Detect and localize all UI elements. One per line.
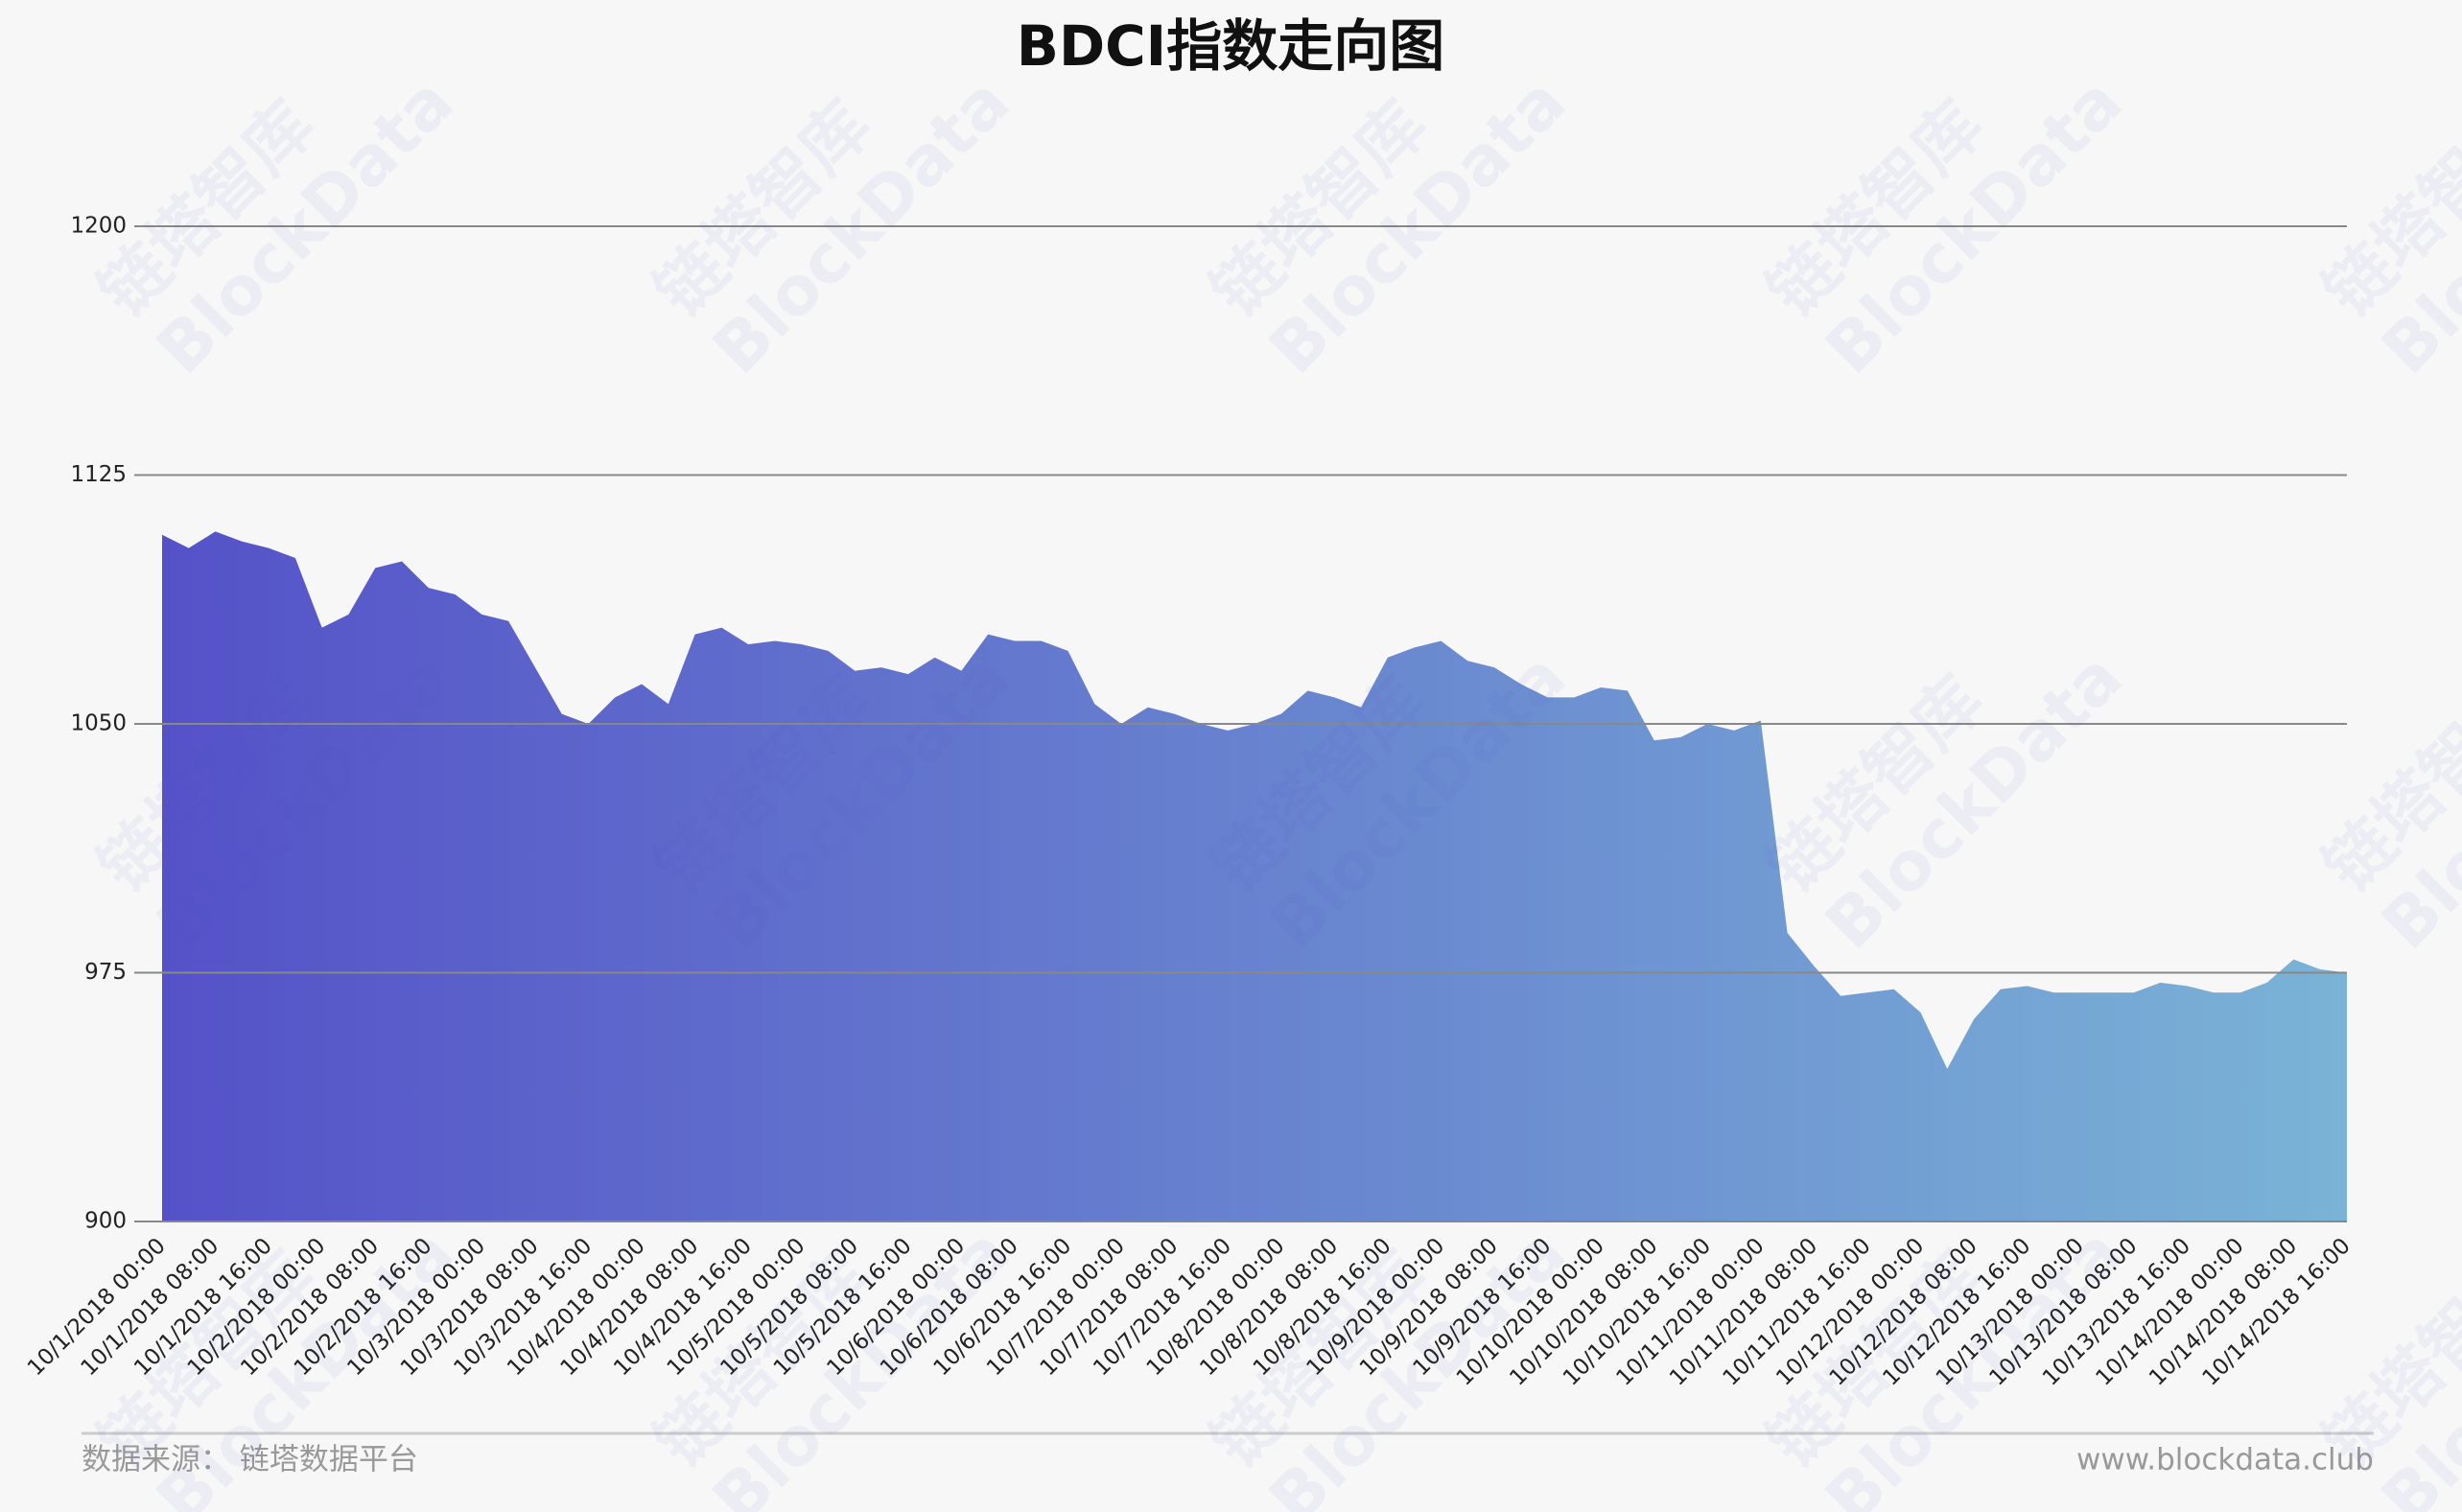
y-tick-label: 1200: [70, 214, 127, 239]
y-tick-label: 1125: [70, 462, 127, 487]
y-tick-label: 900: [84, 1209, 127, 1234]
chart-title: BDCI指数走向图: [1017, 13, 1445, 79]
y-tick-label: 1050: [70, 711, 127, 736]
source: 数据来源： 链塔数据平台: [82, 1443, 418, 1477]
y-tick-label: 975: [84, 960, 127, 985]
area: [162, 531, 2347, 1221]
website: www.blockdata.club: [2076, 1443, 2374, 1477]
